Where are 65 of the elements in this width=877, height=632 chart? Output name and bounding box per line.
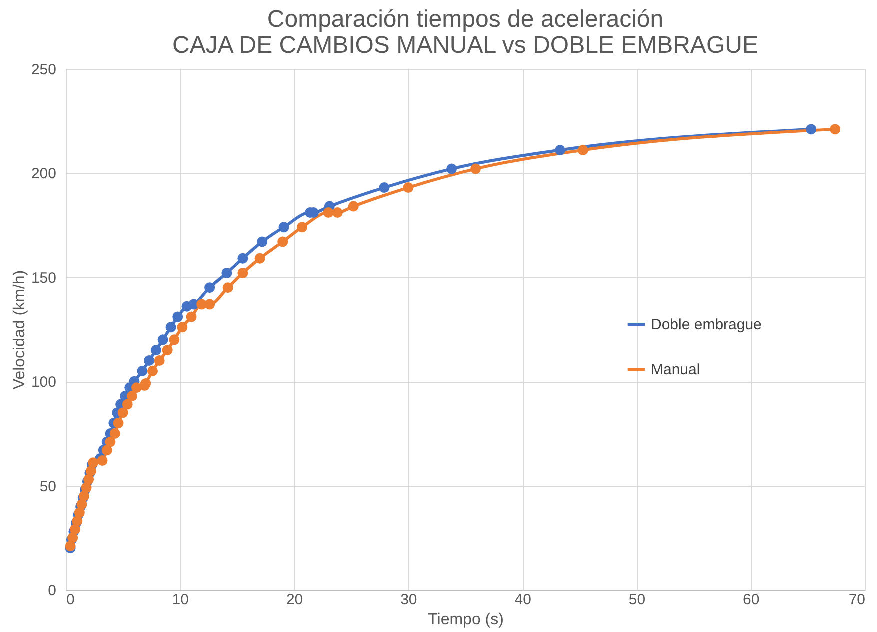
x-tick-label: 50 bbox=[628, 592, 646, 608]
point bbox=[166, 322, 176, 333]
x-tick-label: 70 bbox=[848, 592, 866, 608]
chart-title: Comparación tiempos de aceleración CAJA DE CAMBIOS MANUAL vs DOBLE EMBRAGUE bbox=[172, 6, 758, 59]
point bbox=[806, 124, 817, 135]
point bbox=[222, 282, 234, 294]
point bbox=[554, 145, 566, 156]
point bbox=[154, 356, 165, 366]
point bbox=[403, 182, 414, 194]
point bbox=[102, 445, 112, 456]
point bbox=[177, 322, 188, 333]
y-tick-label: 250 bbox=[31, 62, 56, 78]
x-tick-label: 60 bbox=[743, 592, 760, 608]
legend-label: Doble embrague bbox=[651, 316, 762, 334]
point bbox=[105, 436, 116, 448]
point bbox=[122, 399, 133, 410]
point bbox=[578, 145, 588, 156]
y-tick-label: 150 bbox=[31, 270, 56, 287]
point bbox=[158, 334, 168, 346]
point bbox=[169, 334, 180, 346]
point bbox=[79, 490, 90, 502]
point bbox=[257, 236, 268, 248]
x-tick-label: 20 bbox=[286, 592, 304, 608]
point bbox=[137, 366, 148, 376]
point bbox=[238, 268, 248, 278]
x-tick-label: 40 bbox=[514, 592, 532, 608]
point bbox=[238, 253, 248, 264]
point bbox=[110, 428, 120, 439]
point bbox=[379, 182, 390, 194]
legend-label: Manual bbox=[651, 362, 700, 378]
point bbox=[278, 236, 288, 248]
point bbox=[332, 208, 343, 218]
point bbox=[470, 164, 482, 174]
point bbox=[278, 222, 290, 233]
point bbox=[830, 124, 841, 135]
point bbox=[446, 164, 458, 174]
x-tick-label: 0 bbox=[66, 592, 75, 608]
point bbox=[113, 418, 124, 429]
x-tick-label: 10 bbox=[172, 592, 189, 608]
point bbox=[86, 466, 96, 476]
point bbox=[150, 345, 162, 356]
point bbox=[72, 516, 83, 526]
point bbox=[140, 378, 152, 389]
x-axis-title: Tiempo (s) bbox=[428, 612, 504, 628]
point bbox=[162, 345, 173, 356]
point bbox=[323, 208, 334, 218]
x-tick-label: 30 bbox=[400, 592, 418, 608]
point bbox=[126, 390, 138, 402]
point bbox=[297, 222, 308, 233]
point bbox=[65, 541, 76, 552]
point bbox=[172, 312, 184, 322]
point bbox=[186, 312, 197, 322]
point bbox=[348, 201, 359, 212]
point bbox=[222, 268, 232, 278]
point bbox=[97, 456, 108, 466]
point bbox=[144, 356, 155, 366]
y-tick-label: 200 bbox=[31, 166, 56, 183]
point bbox=[118, 408, 128, 418]
point bbox=[254, 253, 266, 264]
y-tick-label: 100 bbox=[31, 374, 56, 392]
y-axis-title: Velocidad (km/h) bbox=[11, 270, 28, 390]
y-tick-label: 50 bbox=[40, 478, 56, 496]
point bbox=[204, 299, 216, 310]
point bbox=[148, 366, 158, 376]
point bbox=[204, 282, 216, 294]
